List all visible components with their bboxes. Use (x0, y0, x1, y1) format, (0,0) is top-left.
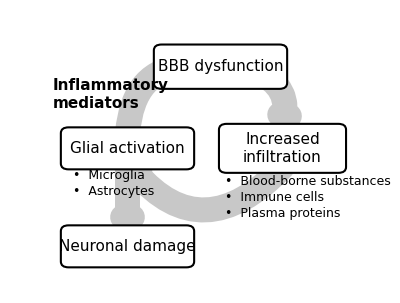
Text: •  Plasma proteins: • Plasma proteins (225, 207, 340, 220)
Text: •  Blood-borne substances: • Blood-borne substances (225, 175, 391, 188)
Text: Increased
infiltration: Increased infiltration (243, 132, 322, 165)
Text: Glial activation: Glial activation (70, 141, 185, 156)
FancyBboxPatch shape (61, 127, 194, 169)
FancyBboxPatch shape (154, 45, 287, 89)
Text: •  Immune cells: • Immune cells (225, 191, 324, 204)
Text: Neuronal damage: Neuronal damage (59, 239, 196, 254)
FancyBboxPatch shape (61, 225, 194, 267)
Text: BBB dysfunction: BBB dysfunction (158, 59, 283, 74)
Text: •  Astrocytes: • Astrocytes (73, 185, 154, 198)
FancyBboxPatch shape (219, 124, 346, 173)
Text: Inflammatory
mediators: Inflammatory mediators (53, 78, 169, 111)
Text: •  Microglia: • Microglia (73, 169, 145, 182)
